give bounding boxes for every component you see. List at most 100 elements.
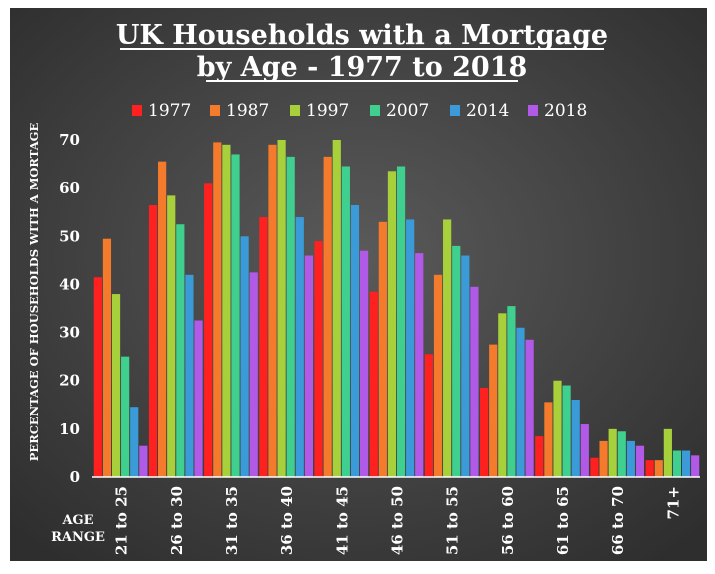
- bar: [599, 440, 608, 477]
- x-axis-label-line1: AGE: [61, 513, 93, 528]
- bar: [672, 450, 682, 477]
- bar: [580, 424, 589, 477]
- bar: [359, 250, 369, 477]
- y-tick-label: 70: [59, 131, 80, 149]
- bar: [498, 313, 507, 477]
- legend-swatch: [210, 105, 220, 116]
- bar: [452, 245, 461, 477]
- bar: [544, 402, 553, 477]
- legend-label: 1997: [306, 101, 349, 121]
- bar: [369, 291, 378, 477]
- bar: [553, 380, 562, 477]
- bar: [387, 171, 397, 478]
- y-tick-label: 0: [70, 468, 80, 486]
- x-axis-ticks: 21 to 25 26 to 30 31 to 35 36 to 40 41 to 45…: [113, 486, 683, 555]
- bar: [489, 344, 498, 477]
- legend-swatch: [132, 105, 142, 116]
- legend-swatch: [290, 105, 300, 116]
- bar: [396, 166, 406, 477]
- bar: [167, 195, 176, 477]
- bar: [268, 144, 277, 478]
- legend-label: 1987: [226, 101, 269, 121]
- bar: [562, 385, 571, 477]
- x-tick-label: 56 to 60: [499, 486, 517, 555]
- y-axis-label: PERCENTAGE OF HOUSEHOLDS WITH A MORTAGE: [27, 123, 41, 462]
- bar: [332, 140, 341, 477]
- legend-swatch: [370, 105, 380, 116]
- bar: [480, 387, 489, 477]
- bar: [433, 274, 443, 477]
- bar: [663, 428, 672, 477]
- bar: [590, 457, 599, 477]
- bar: [406, 219, 415, 477]
- bar: [213, 142, 222, 477]
- bar: [635, 445, 645, 477]
- bar: [222, 144, 231, 478]
- bar: [525, 339, 534, 477]
- y-axis-ticks: 0 10 20 30 40 50 60 70: [59, 131, 80, 486]
- bars: [93, 140, 700, 478]
- legend-label: 1977: [148, 101, 191, 121]
- chart-title-line1: UK Households with a Mortgage: [116, 20, 608, 51]
- bar: [424, 354, 434, 477]
- bar: [158, 161, 167, 477]
- legend-swatch: [450, 105, 460, 116]
- legend-swatch: [528, 105, 538, 116]
- bar: [461, 255, 470, 477]
- bar: [535, 436, 544, 477]
- bar: [626, 440, 635, 477]
- y-tick-label: 60: [59, 179, 80, 197]
- bar: [341, 166, 350, 477]
- x-tick-label: 51 to 55: [444, 486, 462, 555]
- legend-label: 2018: [544, 101, 587, 121]
- x-tick-label: 61 to 65: [554, 486, 572, 555]
- bar: [691, 455, 700, 477]
- bar: [654, 460, 663, 477]
- bar: [295, 217, 304, 477]
- bar: [102, 238, 112, 477]
- bar: [304, 255, 313, 477]
- bar: [516, 327, 525, 477]
- bar: [507, 306, 516, 477]
- bar: [571, 399, 580, 477]
- bar: [111, 294, 121, 477]
- bar: [93, 277, 102, 477]
- bar: [470, 286, 479, 477]
- bar: [323, 156, 332, 477]
- y-tick-label: 20: [59, 372, 80, 390]
- y-tick-label: 30: [59, 324, 80, 342]
- bar: [185, 274, 194, 477]
- bar: [286, 156, 295, 477]
- bar: [617, 431, 626, 477]
- bar: [277, 140, 286, 477]
- bar: [130, 407, 139, 477]
- bar: [443, 219, 452, 477]
- bar: [148, 204, 158, 477]
- bar: [121, 356, 130, 477]
- legend-label: 2014: [466, 101, 509, 121]
- bar: [350, 204, 360, 477]
- x-tick-label: 66 to 70: [609, 486, 627, 555]
- bar: [240, 236, 249, 477]
- bar: [204, 183, 213, 478]
- legend: 1977 1987 1997 2007 2014 2018: [132, 101, 587, 121]
- y-tick-label: 10: [59, 420, 80, 438]
- bar: [645, 460, 654, 477]
- x-tick-label: 31 to 35: [223, 486, 241, 555]
- x-tick-label: 71+: [664, 486, 682, 519]
- x-tick-label: 46 to 50: [389, 486, 407, 555]
- y-tick-label: 40: [59, 275, 80, 293]
- bar: [378, 221, 387, 477]
- bar: [176, 224, 185, 477]
- bar: [249, 272, 258, 477]
- bar: [259, 217, 268, 477]
- bar: [231, 154, 240, 477]
- legend-label: 2007: [386, 101, 429, 121]
- chart-title-line2: by Age - 1977 to 2018: [197, 52, 528, 83]
- bar: [194, 320, 203, 477]
- x-axis-label-line2: RANGE: [51, 530, 105, 545]
- y-tick-label: 50: [59, 227, 80, 245]
- bar: [139, 445, 148, 477]
